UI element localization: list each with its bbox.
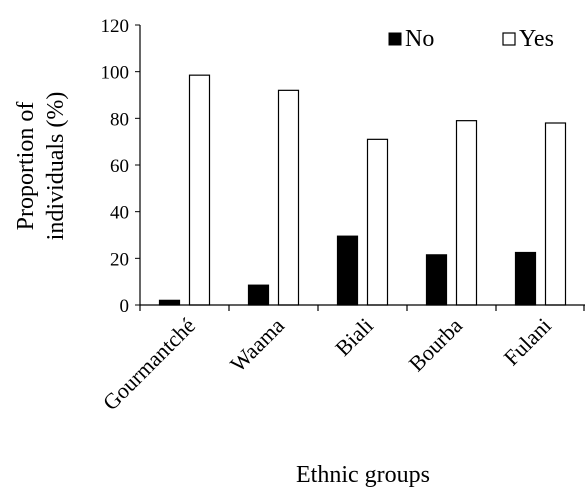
- bar-yes-4: [455, 120, 478, 306]
- bar-yes-1: [188, 74, 211, 306]
- axes: [139, 25, 585, 311]
- x-axis-category-labels: Gourmantché Waama Biali Bourba Fulani: [98, 313, 556, 416]
- bar-yes-5: [544, 122, 567, 306]
- y-tick-label: 120: [101, 16, 130, 37]
- bars: [158, 74, 567, 306]
- y-axis-label-line-2: individuals (%): [43, 92, 69, 241]
- category-label-3: Biali: [330, 313, 378, 361]
- y-tick-label: 60: [110, 156, 129, 177]
- y-tick-label: 40: [110, 203, 129, 224]
- bar-no-5: [514, 251, 537, 306]
- y-axis-ticks: 0 20 40 60 80 100 120: [101, 16, 140, 317]
- legend-label-yes: Yes: [519, 26, 554, 52]
- category-label-1: Gourmantché: [98, 313, 200, 415]
- legend: No Yes: [388, 26, 554, 52]
- legend-swatch-no: [388, 32, 402, 46]
- bar-no-1: [158, 299, 181, 306]
- category-label-2: Waama: [225, 313, 289, 377]
- y-tick-label: 80: [110, 109, 129, 130]
- bar-yes-3: [366, 138, 389, 306]
- y-tick-label: 0: [120, 296, 130, 317]
- y-axis-label-line-1: Proportion of: [13, 102, 39, 231]
- bar-yes-2: [277, 89, 300, 306]
- category-label-4: Bourba: [404, 313, 468, 377]
- bar-no-4: [425, 254, 448, 306]
- legend-swatch-yes: [502, 32, 516, 46]
- x-axis-label: Ethnic groups: [296, 462, 430, 488]
- y-tick-label: 20: [110, 249, 129, 270]
- bar-no-3: [336, 235, 359, 306]
- bar-no-2: [247, 284, 270, 306]
- y-tick-label: 100: [101, 63, 130, 84]
- legend-label-no: No: [405, 26, 434, 52]
- category-label-5: Fulani: [499, 313, 556, 370]
